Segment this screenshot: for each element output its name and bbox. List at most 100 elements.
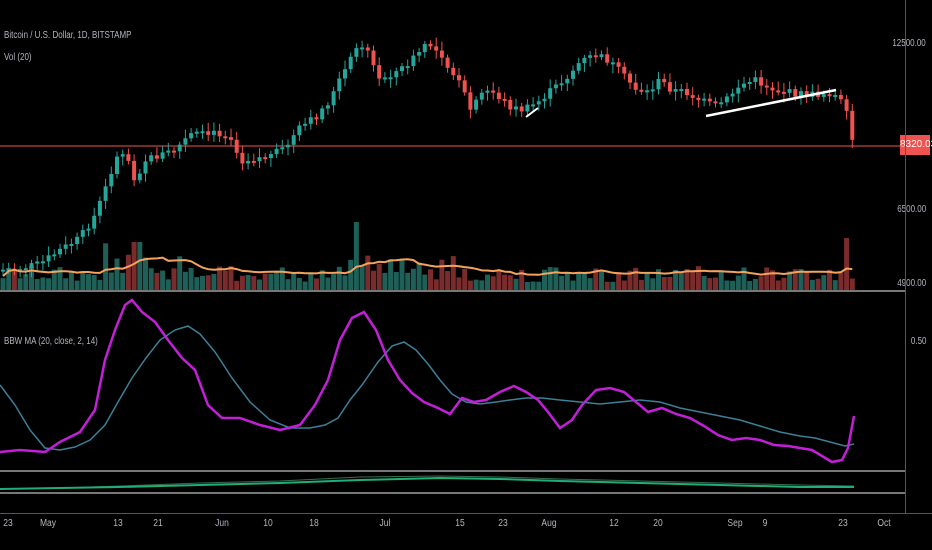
candle bbox=[405, 66, 410, 69]
candle bbox=[553, 84, 558, 89]
time-tick: 23 bbox=[3, 518, 13, 529]
volume-bar bbox=[160, 270, 166, 290]
candle bbox=[474, 99, 479, 110]
volume-bar bbox=[342, 275, 348, 290]
volume-bar bbox=[809, 279, 815, 290]
pane-separator-3[interactable] bbox=[0, 492, 905, 494]
volume-bar bbox=[707, 278, 713, 290]
volume-bar bbox=[239, 275, 245, 290]
volume-bar bbox=[730, 280, 736, 290]
candle bbox=[149, 155, 154, 162]
plot-area[interactable] bbox=[0, 0, 905, 514]
volume-bar bbox=[114, 258, 120, 290]
candle bbox=[719, 102, 724, 105]
volume-bar bbox=[701, 275, 707, 290]
volume-bar bbox=[405, 272, 411, 290]
candle bbox=[308, 117, 313, 124]
volume-bar bbox=[125, 254, 131, 290]
volume-bar bbox=[604, 281, 610, 290]
volume-bar bbox=[200, 275, 205, 290]
volume-bar bbox=[547, 267, 553, 290]
volume-bar bbox=[91, 274, 97, 290]
candle bbox=[343, 69, 347, 79]
volume-bar bbox=[752, 278, 758, 290]
candle bbox=[126, 154, 131, 161]
candle bbox=[667, 82, 672, 92]
volume-bar bbox=[353, 222, 359, 290]
candle bbox=[531, 104, 536, 107]
volume-bar bbox=[365, 255, 371, 290]
volume-bar bbox=[502, 274, 508, 290]
volume-bar bbox=[222, 270, 228, 290]
volume-bar bbox=[359, 265, 365, 290]
candle bbox=[52, 254, 57, 257]
candle bbox=[479, 92, 484, 100]
candle bbox=[365, 47, 370, 51]
time-tick: Aug bbox=[541, 518, 557, 529]
volume-bar bbox=[467, 280, 473, 290]
candle bbox=[1, 269, 5, 272]
symbol-title[interactable]: Bitcoin / U.S. Dollar, 1D, BITSTAMP bbox=[4, 30, 132, 41]
candle bbox=[434, 46, 439, 51]
volume-bar bbox=[610, 281, 616, 290]
pane-separator-2[interactable] bbox=[0, 470, 905, 472]
volume-bar bbox=[74, 280, 80, 290]
volume-bar bbox=[68, 271, 74, 290]
volume-bar bbox=[587, 278, 593, 290]
volume-bar bbox=[29, 266, 34, 290]
volume-bar bbox=[34, 278, 40, 290]
volume-bar bbox=[633, 267, 639, 290]
trendline-drawing-2[interactable] bbox=[705, 88, 837, 118]
candle bbox=[320, 108, 325, 120]
candle bbox=[696, 97, 701, 100]
time-tick: 10 bbox=[263, 518, 273, 529]
candle bbox=[206, 131, 211, 135]
volume-bar bbox=[849, 278, 855, 290]
volume-bar bbox=[228, 266, 234, 290]
candle bbox=[200, 131, 205, 134]
candle bbox=[183, 138, 188, 145]
indicator-legend[interactable]: BBW MA (20, close, 2, 14) bbox=[4, 336, 98, 347]
candle bbox=[160, 152, 165, 159]
candle bbox=[439, 50, 444, 58]
candle bbox=[713, 101, 718, 104]
volume-bar bbox=[581, 272, 587, 290]
volume-bar bbox=[718, 271, 724, 290]
volume-bar bbox=[268, 273, 274, 290]
volume-bar bbox=[177, 256, 183, 290]
candle bbox=[211, 130, 216, 135]
candle bbox=[6, 268, 11, 271]
candle bbox=[257, 157, 262, 162]
candle bbox=[297, 125, 302, 136]
indicator-tick-050: 0.50 bbox=[910, 336, 926, 347]
volume-bar bbox=[673, 269, 679, 290]
volume-bar bbox=[376, 264, 382, 290]
trendline-drawing-1[interactable] bbox=[525, 107, 539, 118]
volume-bar bbox=[524, 281, 530, 290]
candle bbox=[303, 123, 308, 126]
volume-bar bbox=[143, 257, 148, 290]
candle bbox=[610, 62, 615, 65]
volume-legend[interactable]: Vol (20) bbox=[4, 52, 32, 63]
time-tick: 18 bbox=[309, 518, 319, 529]
candle bbox=[753, 77, 758, 83]
candle bbox=[514, 106, 518, 110]
candlesticks bbox=[1, 37, 855, 278]
candle bbox=[172, 150, 176, 153]
volume-bar bbox=[838, 272, 844, 290]
candle bbox=[850, 110, 855, 140]
pane-separator-1[interactable] bbox=[0, 290, 905, 292]
volume-bar bbox=[285, 279, 291, 290]
candle bbox=[246, 160, 251, 164]
volume-bar bbox=[570, 280, 576, 290]
candle bbox=[377, 65, 382, 79]
volume-bar bbox=[844, 238, 850, 290]
candle bbox=[559, 83, 564, 86]
volume-bar bbox=[23, 274, 29, 290]
candle bbox=[428, 43, 433, 47]
volume-bar bbox=[678, 273, 684, 290]
candle bbox=[143, 161, 148, 174]
candle bbox=[679, 88, 684, 91]
candle bbox=[371, 50, 376, 66]
volume-bar bbox=[86, 274, 91, 290]
